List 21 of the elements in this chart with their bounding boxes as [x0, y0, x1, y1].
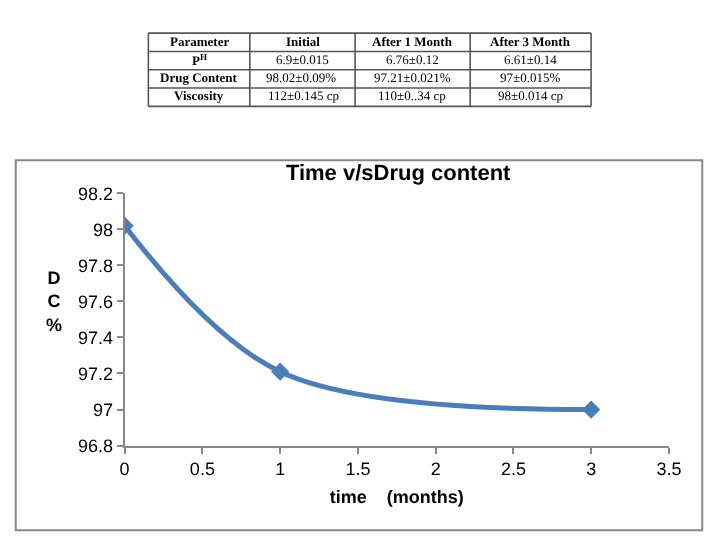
x-tick-label: 3.5 [656, 459, 682, 480]
y-axis-title: D C % [46, 268, 63, 335]
y-tick-label: 97 [92, 399, 114, 420]
chart-title: Time v/sDrug content [285, 162, 512, 187]
y-tick-label: 98 [92, 219, 114, 240]
x-tick-label: 0 [119, 459, 130, 480]
y-tick-label: 97.4 [77, 327, 114, 348]
x-tick-label: 1 [275, 459, 286, 480]
point [271, 362, 290, 381]
x-tick-label: 2 [430, 459, 441, 480]
x-tick-label: 1.5 [345, 459, 371, 480]
x-axis-title: time (months) [329, 486, 464, 507]
x-tick-label: 2.5 [500, 459, 526, 480]
point [582, 400, 601, 419]
x-tick-label: 0.5 [189, 459, 215, 480]
y-tick-label: 97.8 [77, 255, 114, 276]
y-tick-label: 98.2 [77, 183, 114, 204]
y-tick-label: 97.2 [77, 363, 114, 384]
y-tick-label: 96.8 [77, 435, 114, 456]
x-tick-label: 3 [586, 459, 597, 480]
y-tick-label: 97.6 [77, 291, 114, 312]
